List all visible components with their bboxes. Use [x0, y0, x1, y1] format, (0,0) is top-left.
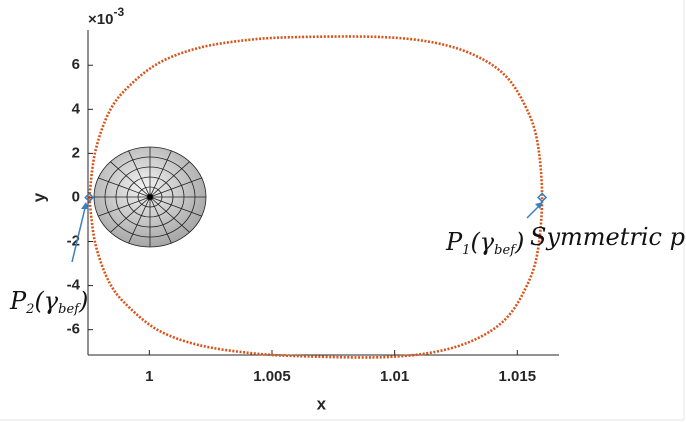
chart: -6-4-2024611.0051.011.015xy×10-3 P1(γbef… [0, 0, 686, 422]
x-tick-label: 1.015 [499, 368, 537, 385]
y-tick-label: -6 [67, 321, 80, 338]
y-tick-label: 4 [72, 100, 81, 117]
x-axis-label: x [317, 394, 327, 413]
annotation-part: (γ [470, 228, 494, 256]
annotation-part: 2 [25, 302, 34, 317]
annotation-part: Symmetric point [530, 223, 686, 251]
x-tick-label: 1.01 [380, 368, 409, 385]
annotation-part: bef [58, 302, 81, 317]
annotation-part: ) [78, 287, 88, 315]
exponent-power: -3 [113, 5, 124, 19]
exponent-base: ×10 [88, 11, 113, 28]
x-tick-label: 1 [145, 368, 153, 385]
y-axis-label: y [29, 192, 48, 202]
annotation-part: (γ [34, 287, 58, 315]
x-tick-label: 1.005 [253, 368, 291, 385]
y-tick-label: 0 [72, 188, 80, 205]
annotation-part: bef [494, 243, 517, 258]
y-tick-label: 6 [72, 56, 80, 73]
annotation-part: ) [514, 228, 524, 256]
sphere [94, 147, 206, 247]
annotation-part: P [9, 287, 27, 315]
annotation-part: 1 [462, 243, 470, 258]
annotation-part: P [445, 228, 463, 256]
y-tick-label: 2 [72, 144, 80, 161]
annotation: Symmetric point [530, 223, 686, 251]
